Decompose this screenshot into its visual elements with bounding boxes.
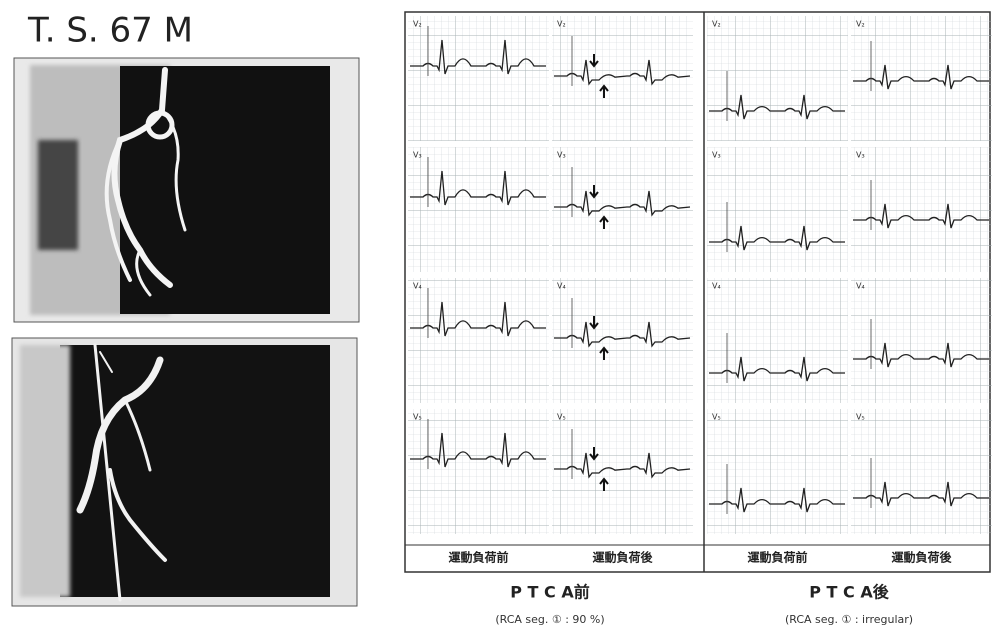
lead-label: V₅	[856, 413, 865, 422]
angiogram-top	[13, 57, 360, 323]
ecg-grid	[552, 278, 693, 403]
ecg-trace	[410, 432, 546, 468]
arrow-up	[599, 215, 609, 229]
panel-title: P T C A前	[510, 583, 589, 602]
ecg-grid	[408, 409, 549, 534]
lead-label: V₂	[712, 20, 721, 29]
lead-label: V₂	[856, 20, 865, 29]
column-label: 運動負荷前	[448, 550, 508, 565]
arrow-up	[599, 346, 609, 360]
ecg-grid	[707, 16, 848, 141]
ecg-trace	[853, 64, 989, 90]
ecg-grid	[851, 16, 992, 141]
ecg-trace	[709, 487, 845, 513]
ecg-trace	[709, 225, 845, 251]
angiogram-bottom	[11, 337, 358, 607]
ecg-grid	[408, 147, 549, 272]
arrow-down	[589, 185, 599, 199]
column-label: 運動負荷前	[747, 550, 807, 565]
ecg-trace	[410, 301, 546, 337]
ecg-grid	[552, 147, 693, 272]
lead-label: V₅	[413, 413, 422, 422]
ecg-grid	[707, 147, 848, 272]
lead-label: V₄	[413, 282, 422, 291]
panel-subtitle: (RCA seg. ① : 90 %)	[495, 613, 604, 626]
lead-label: V₂	[557, 20, 566, 29]
arrow-up	[599, 84, 609, 98]
ecg-trace	[709, 94, 845, 120]
ecg-trace	[853, 342, 989, 368]
lead-label: V₄	[712, 282, 721, 291]
panel-title: P T C A後	[809, 583, 889, 602]
patient-label: T. S. 67 M	[27, 11, 193, 51]
arrow-down	[589, 54, 599, 68]
arrow-up	[599, 477, 609, 491]
ecg-grid	[707, 278, 848, 403]
ecg-trace	[554, 321, 691, 348]
arrow-down	[589, 447, 599, 461]
arrow-down	[589, 316, 599, 330]
lead-label: V₄	[557, 282, 566, 291]
lead-label: V₄	[856, 282, 865, 291]
ecg-grid	[552, 409, 693, 534]
ecg-trace	[554, 452, 691, 479]
panel-subtitle: (RCA seg. ① : irregular)	[785, 613, 913, 626]
ecg-grid	[408, 16, 549, 141]
ecg-trace	[853, 481, 989, 507]
ecg-trace	[554, 190, 691, 217]
column-label: 運動負荷後	[592, 550, 653, 565]
lead-label: V₅	[557, 413, 566, 422]
ecg-grid	[851, 409, 992, 534]
ecg-trace	[554, 59, 691, 86]
ecg-grid	[552, 16, 693, 141]
lead-label: V₂	[413, 20, 422, 29]
ecg-grid	[707, 409, 848, 534]
lead-label: V₃	[557, 151, 566, 160]
lead-label: V₃	[712, 151, 721, 160]
ecg-grid	[408, 278, 549, 403]
ecg-trace	[709, 356, 845, 382]
lead-label: V₃	[856, 151, 865, 160]
lead-label: V₃	[413, 151, 422, 160]
ecg-grid	[851, 147, 992, 272]
lead-label: V₅	[712, 413, 721, 422]
ecg-trace	[853, 203, 989, 229]
column-label: 運動負荷後	[891, 550, 952, 565]
ecg-trace	[410, 39, 546, 75]
ecg-grid	[851, 278, 992, 403]
ecg-trace	[410, 170, 546, 206]
